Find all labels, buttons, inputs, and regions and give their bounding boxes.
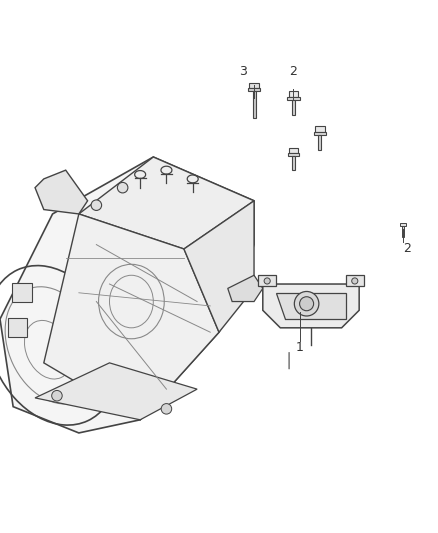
Circle shape [161, 403, 172, 414]
Polygon shape [79, 157, 254, 249]
FancyBboxPatch shape [292, 100, 295, 115]
Circle shape [264, 278, 270, 284]
Polygon shape [276, 293, 346, 319]
FancyBboxPatch shape [248, 88, 260, 91]
FancyBboxPatch shape [318, 135, 321, 150]
Polygon shape [35, 363, 197, 420]
Text: 2: 2 [403, 243, 411, 255]
Circle shape [117, 182, 128, 193]
FancyBboxPatch shape [8, 318, 27, 337]
FancyBboxPatch shape [287, 96, 300, 100]
Circle shape [91, 200, 102, 211]
Polygon shape [346, 275, 364, 286]
Text: 3: 3 [239, 65, 247, 78]
FancyBboxPatch shape [314, 132, 326, 135]
FancyBboxPatch shape [400, 223, 406, 226]
Circle shape [352, 278, 358, 284]
Polygon shape [0, 157, 254, 433]
FancyBboxPatch shape [289, 91, 298, 96]
Text: 2: 2 [290, 65, 297, 78]
FancyBboxPatch shape [249, 83, 259, 88]
Polygon shape [263, 284, 359, 328]
FancyBboxPatch shape [252, 91, 256, 118]
Polygon shape [258, 275, 276, 286]
FancyBboxPatch shape [289, 148, 298, 153]
Circle shape [300, 297, 314, 311]
FancyBboxPatch shape [288, 153, 299, 156]
FancyBboxPatch shape [292, 156, 295, 170]
FancyBboxPatch shape [12, 283, 32, 302]
FancyBboxPatch shape [402, 226, 404, 237]
FancyBboxPatch shape [315, 126, 325, 132]
Polygon shape [228, 275, 263, 302]
Polygon shape [44, 214, 219, 420]
Text: 1: 1 [296, 341, 304, 354]
Circle shape [294, 292, 319, 316]
Polygon shape [184, 201, 254, 332]
Polygon shape [35, 170, 88, 214]
Circle shape [52, 391, 62, 401]
